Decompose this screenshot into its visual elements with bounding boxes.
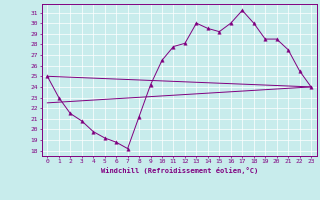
X-axis label: Windchill (Refroidissement éolien,°C): Windchill (Refroidissement éolien,°C): [100, 167, 258, 174]
